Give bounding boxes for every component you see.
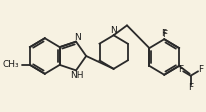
- Text: F: F: [187, 83, 192, 92]
- Text: CH₃: CH₃: [3, 60, 19, 69]
- Text: F: F: [197, 65, 202, 74]
- Text: F: F: [177, 65, 182, 74]
- Text: N: N: [73, 33, 80, 42]
- Text: N: N: [110, 26, 116, 35]
- Text: NH: NH: [70, 71, 83, 80]
- Text: F: F: [160, 29, 165, 38]
- Text: F: F: [161, 30, 166, 39]
